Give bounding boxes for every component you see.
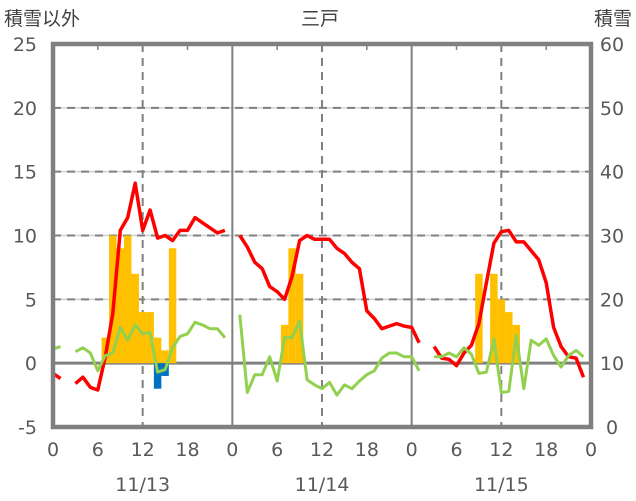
left-tick-label: 5 bbox=[25, 289, 37, 311]
bar bbox=[505, 312, 513, 364]
right-tick-label: 20 bbox=[600, 289, 624, 311]
x-tick-label: 12 bbox=[131, 439, 155, 461]
left-tick-label: 0 bbox=[25, 353, 37, 375]
x-tick-label: 6 bbox=[271, 439, 283, 461]
left-axis-label: 積雪以外 bbox=[4, 8, 80, 30]
plot-frame bbox=[50, 41, 594, 430]
right-tick-label: 30 bbox=[600, 226, 624, 248]
bar bbox=[490, 273, 498, 364]
right-tick-label: 60 bbox=[600, 34, 624, 56]
bar bbox=[288, 248, 296, 364]
chart-title: 三戸 bbox=[301, 8, 339, 30]
x-tick-label: 12 bbox=[489, 439, 513, 461]
left-tick-label: 10 bbox=[13, 226, 37, 248]
x-tick-label: 0 bbox=[47, 439, 59, 461]
date-label: 11/13 bbox=[115, 474, 170, 496]
bar bbox=[168, 248, 177, 364]
left-tick-label: 20 bbox=[13, 98, 37, 120]
series-line-red-line bbox=[52, 181, 586, 392]
x-tick-label: 18 bbox=[534, 439, 558, 461]
bar bbox=[153, 337, 162, 364]
right-tick-label: 50 bbox=[600, 98, 624, 120]
left-tick-label: -5 bbox=[18, 417, 37, 439]
frame bbox=[50, 41, 594, 430]
date-label: 11/14 bbox=[295, 474, 350, 496]
left-tick-label: 25 bbox=[13, 34, 37, 56]
grid bbox=[53, 44, 591, 427]
left-tick-label: 15 bbox=[13, 162, 37, 184]
bar bbox=[153, 363, 162, 389]
x-tick-label: 0 bbox=[406, 439, 418, 461]
x-tick-label: 18 bbox=[355, 439, 379, 461]
x-tick-label: 12 bbox=[310, 439, 334, 461]
right-tick-label: 0 bbox=[606, 417, 618, 439]
x-tick-label: 6 bbox=[450, 439, 462, 461]
series-line-green-line bbox=[52, 314, 585, 397]
right-tick-label: 40 bbox=[600, 162, 624, 184]
bar bbox=[138, 312, 147, 364]
x-tick-label: 0 bbox=[226, 439, 238, 461]
bar bbox=[295, 273, 304, 364]
bar bbox=[131, 273, 139, 364]
x-tick-label: 0 bbox=[585, 439, 597, 461]
x-tick-label: 6 bbox=[92, 439, 104, 461]
bar bbox=[116, 248, 124, 364]
bar bbox=[123, 235, 132, 364]
bar bbox=[497, 299, 506, 364]
date-label: 11/15 bbox=[474, 474, 529, 496]
x-tick-label: 18 bbox=[175, 439, 199, 461]
right-tick-label: 10 bbox=[600, 353, 624, 375]
right-axis-label: 積雪 bbox=[594, 8, 632, 30]
bar bbox=[161, 350, 169, 364]
